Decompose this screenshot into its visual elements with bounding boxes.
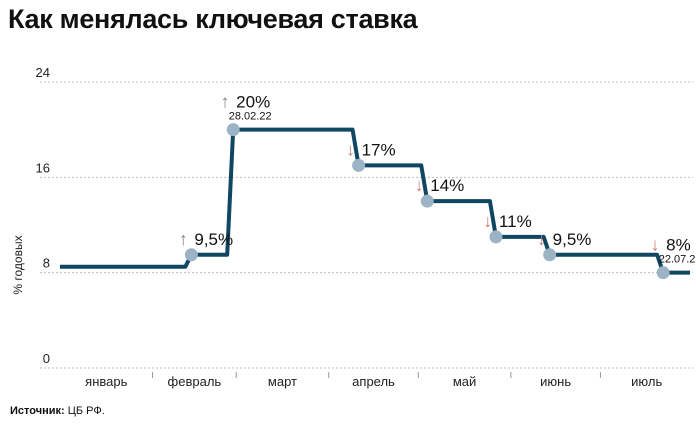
month-label: март [268, 374, 297, 389]
x-axis-months: январь февраль март апрель май июнь июль [85, 372, 662, 389]
rate-change-marker [656, 266, 670, 280]
source-text: ЦБ РФ. [64, 405, 105, 417]
rate-change-value: 9,5% [194, 230, 233, 249]
rate-change-marker [543, 248, 557, 262]
source-note: Источник: ЦБ РФ. [10, 405, 105, 417]
y-axis-ticks: 0 8 16 24 [36, 65, 50, 366]
rate-change-marker [184, 248, 198, 262]
rate-change-value: 9,5% [553, 230, 592, 249]
arrow-up-icon: ↑ [221, 92, 230, 112]
month-label: июль [631, 374, 662, 389]
month-label: июнь [540, 374, 571, 389]
rate-change-date: 28.02.22 [229, 111, 272, 123]
rate-change-marker [352, 158, 366, 172]
rate-change-value: 14% [430, 176, 464, 195]
rate-change-value: 17% [362, 140, 396, 159]
rate-line [60, 127, 691, 275]
rate-change-value: 20% [236, 93, 270, 112]
chart-title: Как менялась ключевая ставка [8, 4, 418, 34]
arrow-down-icon: ↓ [415, 175, 424, 195]
month-label: январь [85, 374, 127, 389]
y-tick-label: 16 [36, 160, 50, 175]
rate-change-marker [489, 230, 503, 244]
month-label: май [453, 374, 476, 389]
markers [184, 123, 670, 280]
y-tick-label: 24 [36, 65, 50, 80]
arrow-up-icon: ↑ [179, 229, 188, 249]
y-axis-label: % годовых [11, 235, 25, 294]
month-label: февраль [168, 374, 222, 389]
source-label: Источник: [10, 405, 65, 417]
rate-change-date: 22.07.22 [659, 254, 696, 266]
rate-change-value: 11% [499, 212, 532, 231]
annotations: ↑ 9,5% ↑ 20%28.02.22 ↓ 17% ↓ 14% ↓ 11% ↓ 9,5% ↓ 8%22.… [179, 92, 696, 266]
grid-lines [40, 81, 693, 369]
rate-change-marker [226, 123, 240, 137]
y-tick-label: 8 [43, 256, 50, 271]
arrow-down-icon: ↓ [483, 211, 492, 231]
arrow-down-icon: ↓ [651, 235, 660, 255]
arrow-down-icon: ↓ [537, 229, 546, 249]
rate-change-value: 8% [666, 236, 691, 255]
month-label: апрель [352, 374, 395, 389]
y-tick-label: 0 [43, 351, 50, 366]
rate-change-marker [420, 194, 434, 208]
arrow-down-icon: ↓ [346, 139, 355, 159]
